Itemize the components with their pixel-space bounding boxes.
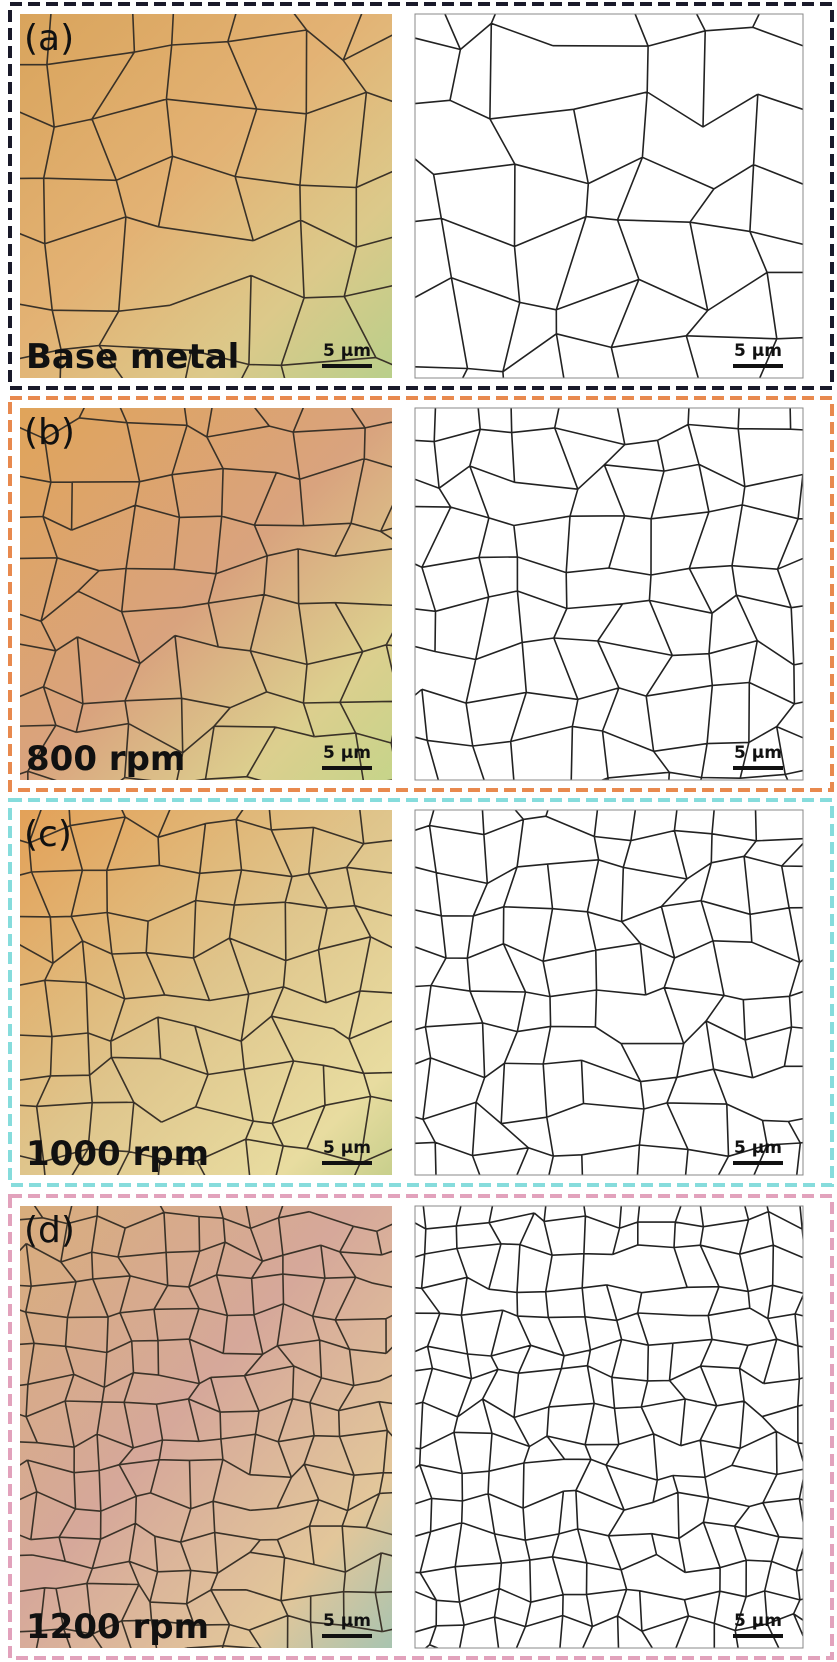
micrograph-bg — [415, 1206, 803, 1648]
condition-label: 800 rpm — [26, 739, 185, 779]
micrograph-bg — [20, 14, 392, 378]
panel-label: (b) — [24, 412, 75, 453]
grain-boundaries — [415, 810, 803, 1175]
panel-label: (a) — [24, 18, 74, 59]
micrograph-optical — [20, 1206, 392, 1648]
grain-boundaries — [20, 408, 392, 780]
scale-bar-label: 5 µm — [734, 743, 782, 763]
image-frame — [414, 407, 804, 781]
micrograph-bg — [415, 408, 803, 780]
panel-border — [8, 798, 834, 1187]
image-frame — [414, 13, 804, 379]
condition-label: 1200 rpm — [26, 1607, 209, 1647]
scale-bar-label: 5 µm — [323, 341, 371, 361]
scale-bar-label: 5 µm — [323, 1611, 371, 1631]
micrograph-bg — [415, 14, 803, 378]
scale-bar-label: 5 µm — [323, 1138, 371, 1158]
grain-boundaries — [20, 1206, 392, 1648]
micrograph-optical — [20, 810, 392, 1175]
micrograph-optical — [20, 14, 392, 378]
micrograph-segmented — [415, 14, 803, 378]
grain-boundaries — [415, 14, 803, 378]
panel-label: (c) — [24, 814, 72, 855]
grain-boundaries — [20, 810, 392, 1175]
condition-label: 1000 rpm — [26, 1134, 209, 1174]
micrograph-optical — [20, 408, 392, 780]
image-frame — [414, 809, 804, 1176]
image-frame — [414, 1205, 804, 1649]
condition-label: Base metal — [26, 337, 239, 377]
scale-bar-label: 5 µm — [323, 743, 371, 763]
panel-border — [8, 396, 834, 792]
micrograph-bg — [20, 1206, 392, 1648]
scale-bar-label: 5 µm — [734, 341, 782, 361]
micrograph-segmented — [415, 408, 803, 780]
micrograph-segmented — [415, 810, 803, 1175]
micrograph-bg — [415, 810, 803, 1175]
panel-border — [8, 2, 834, 390]
scale-bar-label: 5 µm — [734, 1138, 782, 1158]
scale-bar-label: 5 µm — [734, 1611, 782, 1631]
panel-label: (d) — [24, 1210, 75, 1251]
grain-boundaries — [415, 408, 803, 780]
micrograph-segmented — [415, 1206, 803, 1648]
panel-border — [8, 1194, 834, 1660]
grain-boundaries — [20, 14, 392, 378]
